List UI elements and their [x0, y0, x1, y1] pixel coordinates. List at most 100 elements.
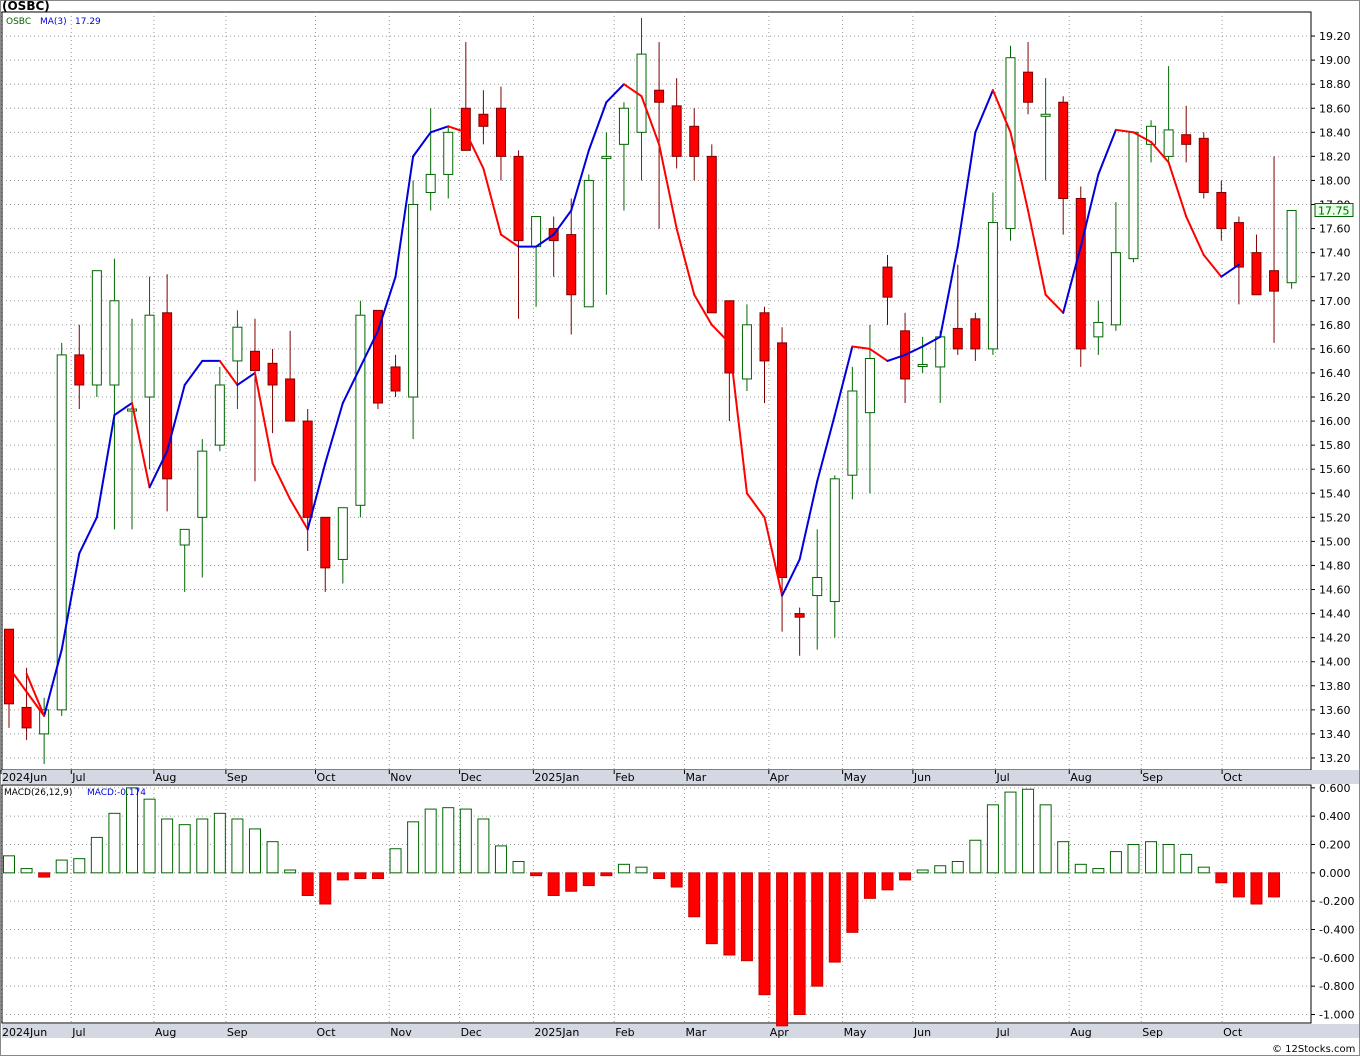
candle — [847, 366, 858, 500]
ma3-segment — [1220, 263, 1240, 278]
ma3-segment — [113, 402, 133, 417]
y-tick-label: 17.20 — [1319, 271, 1351, 284]
candle — [74, 324, 85, 410]
ma3-segment — [359, 329, 379, 368]
macd-bar — [459, 808, 472, 874]
candle — [372, 309, 383, 410]
ma3-segment — [429, 125, 450, 134]
macd-bar — [776, 872, 789, 1027]
y-tick-label: 17.40 — [1319, 247, 1351, 260]
ma3-segment — [183, 359, 204, 386]
ma3-segment — [886, 353, 907, 362]
candle — [1181, 105, 1192, 163]
macd-bar — [213, 812, 226, 874]
candle-body — [1005, 57, 1016, 230]
y-tick-label: 16.20 — [1319, 391, 1351, 404]
y-tick-label: -0.400 — [1319, 924, 1354, 937]
ma3-segment — [1150, 140, 1170, 164]
candle-body — [21, 706, 32, 729]
macd-bar — [1215, 872, 1228, 884]
macd-bar — [1039, 804, 1052, 874]
candle-body — [214, 384, 225, 446]
x-tick-label: Apr — [770, 1026, 790, 1039]
candle — [1163, 66, 1174, 163]
candle — [882, 255, 893, 325]
x-tick-label: Dec — [461, 1026, 482, 1039]
macd-bar — [1109, 851, 1122, 874]
candle — [1269, 156, 1280, 343]
macd-bar — [1232, 872, 1245, 898]
candle-body — [1023, 71, 1034, 103]
candle-body — [285, 378, 296, 422]
candle-body — [1163, 129, 1174, 157]
ma3-segment — [781, 558, 801, 597]
candle-body — [232, 326, 243, 362]
candle-body — [109, 300, 120, 386]
macd-bar — [758, 872, 771, 996]
candle — [1233, 216, 1244, 305]
ma3-segment — [412, 131, 432, 158]
ma3-segment — [376, 275, 397, 332]
candle-body — [1198, 137, 1209, 193]
candle — [91, 270, 102, 398]
candle — [425, 108, 436, 211]
candle — [478, 90, 489, 145]
y-tick-label: 18.00 — [1319, 174, 1351, 187]
candle — [654, 42, 665, 229]
x-tick-label: 2025Jan — [534, 1026, 579, 1039]
macd-bar — [547, 872, 560, 896]
candle-body — [583, 179, 594, 308]
candle-body — [1110, 252, 1121, 326]
candle — [249, 318, 260, 482]
ma3-segment — [833, 345, 854, 417]
macd-date-band — [2, 1024, 1359, 1038]
macd-bar — [582, 872, 595, 887]
ma3-segment — [1079, 173, 1100, 248]
ma3-segment — [8, 666, 46, 717]
macd-bar — [301, 872, 314, 896]
candle-body — [1093, 321, 1104, 338]
y-tick-label: 0.200 — [1319, 839, 1351, 852]
candle-body — [355, 314, 366, 506]
ma3-segment — [535, 233, 555, 248]
ma3-segment — [798, 480, 819, 561]
candle-body — [759, 312, 770, 362]
ma3-segment — [1132, 131, 1153, 143]
ma3-segment — [622, 83, 643, 98]
y-tick-label: 15.20 — [1319, 511, 1351, 524]
ma3-segment — [78, 516, 98, 555]
candle-body — [864, 358, 875, 414]
macd-bar — [1180, 853, 1193, 874]
candle-body — [4, 628, 14, 705]
price-grid — [0, 12, 1311, 774]
x-tick-label: Jul — [71, 771, 85, 784]
ma3-segment — [447, 125, 467, 134]
ma3-segment — [60, 552, 81, 651]
macd-bar — [1092, 868, 1105, 874]
x-tick-label: 2024Jun — [2, 771, 47, 784]
macd-bar — [617, 863, 630, 874]
ma3-segment — [394, 155, 415, 278]
candle — [952, 264, 963, 355]
macd-bar — [371, 872, 384, 879]
candle — [1023, 42, 1034, 115]
ma3-segment — [341, 365, 362, 405]
macd-bar — [477, 818, 490, 874]
candle — [144, 276, 155, 470]
candle-body — [794, 613, 805, 618]
candle-body — [478, 113, 489, 127]
candle-body — [56, 354, 67, 711]
y-tick-label: 16.40 — [1319, 367, 1351, 380]
ma3-segment — [236, 371, 256, 386]
x-tick-label: Nov — [390, 771, 412, 784]
ma3-segment — [587, 101, 608, 152]
ma3-segment — [868, 347, 889, 362]
candle-body — [987, 222, 998, 350]
macd-bar — [55, 859, 68, 874]
ma3-segment — [1185, 215, 1205, 257]
macd-bar — [512, 861, 525, 874]
candle-body — [144, 314, 155, 398]
ma3-segment — [482, 167, 502, 236]
ma3-segment — [904, 345, 924, 356]
